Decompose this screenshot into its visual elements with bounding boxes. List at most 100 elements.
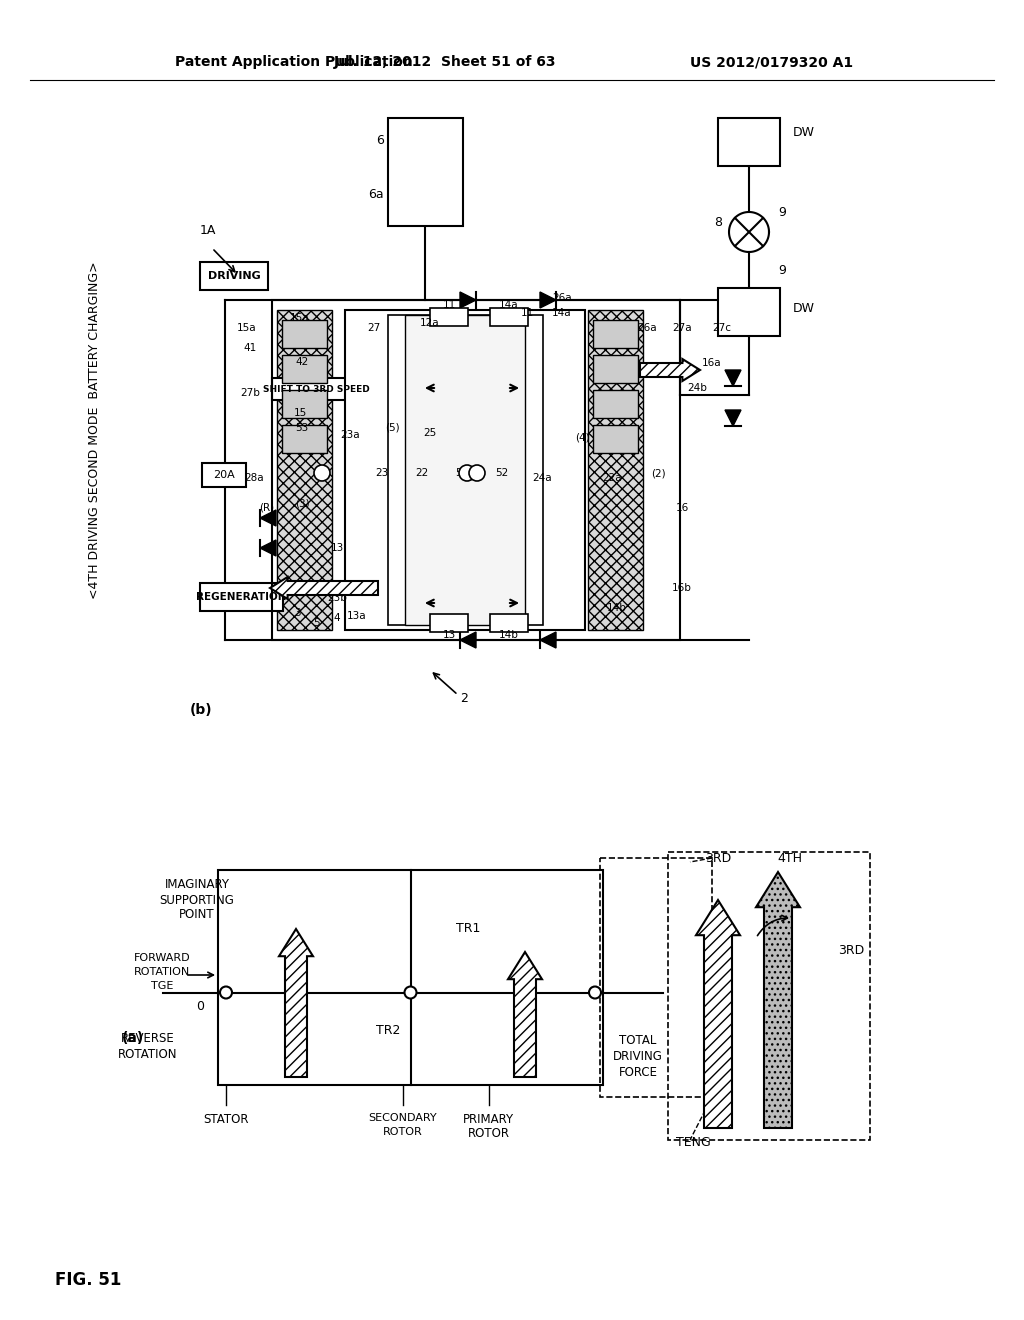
Text: POINT: POINT: [179, 908, 215, 921]
Text: 16a: 16a: [702, 358, 722, 368]
Bar: [430, 308, 468, 326]
Text: 3: 3: [294, 609, 300, 618]
Text: 51: 51: [456, 469, 469, 478]
Text: TR2: TR2: [376, 1024, 400, 1038]
Text: 24b: 24b: [687, 383, 707, 393]
Text: DRIVING: DRIVING: [613, 1049, 663, 1063]
Text: 6: 6: [376, 133, 384, 147]
Text: (5): (5): [385, 422, 399, 433]
Circle shape: [220, 986, 232, 998]
Text: 9: 9: [778, 264, 785, 276]
Bar: [668, 851, 870, 1140]
Bar: [350, 315, 382, 624]
Text: ROTATION: ROTATION: [118, 1048, 178, 1061]
Bar: [588, 310, 643, 630]
Bar: [282, 319, 327, 348]
Text: FORCE: FORCE: [618, 1065, 657, 1078]
Text: (b): (b): [190, 704, 213, 717]
Text: 13a: 13a: [347, 611, 367, 620]
Text: REGENERATION: REGENERATION: [196, 591, 287, 602]
Text: 22: 22: [416, 469, 429, 478]
Bar: [600, 858, 712, 1097]
Polygon shape: [725, 411, 741, 426]
Text: 27a: 27a: [672, 323, 692, 333]
Text: 6a: 6a: [369, 189, 384, 202]
Text: 3RD: 3RD: [705, 851, 731, 865]
Text: 26a: 26a: [637, 323, 656, 333]
Text: 24a: 24a: [532, 473, 552, 483]
Text: 23b: 23b: [327, 593, 347, 603]
Bar: [593, 389, 638, 418]
Text: 12a: 12a: [420, 318, 440, 327]
Text: FORWARD: FORWARD: [134, 953, 190, 964]
Circle shape: [404, 986, 417, 998]
Text: TGE: TGE: [151, 981, 173, 991]
Bar: [490, 614, 528, 632]
Text: 14a: 14a: [499, 300, 519, 310]
Text: ROTOR: ROTOR: [468, 1127, 510, 1140]
Bar: [282, 389, 327, 418]
Text: 13: 13: [442, 630, 456, 640]
Text: 52: 52: [496, 469, 509, 478]
Polygon shape: [460, 292, 476, 308]
Text: (3): (3): [295, 498, 309, 508]
Text: SECONDARY: SECONDARY: [369, 1113, 437, 1123]
Text: 27b: 27b: [240, 388, 260, 399]
Text: Patent Application Publication: Patent Application Publication: [175, 55, 413, 69]
Text: 22a: 22a: [602, 473, 622, 483]
Text: 9: 9: [778, 206, 785, 219]
Text: FIG. 51: FIG. 51: [55, 1271, 122, 1290]
Text: 14b: 14b: [607, 603, 627, 612]
Text: US 2012/0179320 A1: US 2012/0179320 A1: [690, 55, 853, 69]
Text: IMAGINARY: IMAGINARY: [165, 879, 229, 891]
Polygon shape: [756, 873, 800, 1129]
Text: 16: 16: [676, 503, 688, 513]
Text: STATOR: STATOR: [203, 1113, 249, 1126]
Polygon shape: [279, 929, 313, 1077]
Text: 8: 8: [714, 215, 722, 228]
Text: 2: 2: [460, 692, 468, 705]
Text: 28a: 28a: [244, 473, 264, 483]
Bar: [718, 117, 780, 166]
Polygon shape: [640, 359, 700, 381]
Polygon shape: [260, 540, 276, 556]
Polygon shape: [696, 900, 740, 1129]
Bar: [282, 425, 327, 453]
Polygon shape: [540, 632, 556, 648]
Text: 13: 13: [331, 543, 344, 553]
Text: 42: 42: [295, 356, 308, 367]
Text: SHIFT TO 3RD SPEED: SHIFT TO 3RD SPEED: [262, 384, 370, 393]
Polygon shape: [508, 952, 542, 1077]
Polygon shape: [260, 510, 276, 525]
Text: 4TH: 4TH: [777, 851, 803, 865]
Bar: [200, 583, 283, 611]
Bar: [548, 315, 580, 624]
Bar: [593, 355, 638, 383]
Bar: [202, 463, 246, 487]
Bar: [278, 310, 332, 630]
Text: TENG: TENG: [676, 1137, 711, 1150]
Text: 14a: 14a: [552, 308, 571, 318]
Text: DRIVING: DRIVING: [208, 271, 260, 281]
Text: TR1: TR1: [457, 921, 480, 935]
Text: 11: 11: [520, 308, 534, 318]
Text: 23: 23: [376, 469, 389, 478]
Circle shape: [589, 986, 601, 998]
Bar: [282, 355, 327, 383]
Bar: [593, 425, 638, 453]
Text: Jul. 12, 2012  Sheet 51 of 63: Jul. 12, 2012 Sheet 51 of 63: [334, 55, 556, 69]
Text: 15a: 15a: [290, 313, 310, 323]
Bar: [200, 261, 268, 290]
Text: TOTAL: TOTAL: [620, 1034, 656, 1047]
Text: 1A: 1A: [200, 223, 216, 236]
Circle shape: [459, 465, 475, 480]
Text: 27: 27: [368, 323, 381, 333]
Polygon shape: [725, 370, 741, 385]
Text: 0: 0: [196, 1001, 204, 1012]
Text: (R): (R): [259, 503, 274, 513]
Polygon shape: [460, 632, 476, 648]
Text: (a): (a): [122, 1031, 144, 1045]
Polygon shape: [270, 577, 378, 599]
Bar: [272, 378, 360, 400]
Text: 5: 5: [313, 618, 321, 628]
